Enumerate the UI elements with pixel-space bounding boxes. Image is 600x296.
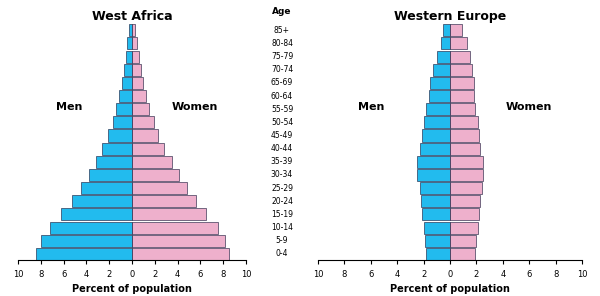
- Bar: [450, 195, 481, 207]
- Bar: [437, 51, 450, 63]
- Text: 30-34: 30-34: [271, 170, 293, 179]
- Bar: [122, 77, 132, 89]
- Bar: [128, 24, 132, 36]
- Text: 85+: 85+: [274, 26, 290, 35]
- Bar: [450, 77, 474, 89]
- Text: Men: Men: [56, 102, 82, 112]
- Bar: [132, 248, 229, 260]
- Bar: [422, 129, 450, 141]
- Text: 60-64: 60-64: [271, 91, 293, 101]
- Bar: [132, 103, 149, 115]
- Bar: [132, 129, 158, 141]
- Bar: [424, 221, 450, 234]
- Bar: [450, 248, 475, 260]
- Text: 15-19: 15-19: [271, 210, 293, 219]
- Bar: [450, 90, 474, 102]
- Bar: [450, 143, 481, 155]
- Bar: [450, 116, 478, 128]
- Bar: [119, 90, 132, 102]
- Bar: [450, 182, 482, 194]
- Bar: [132, 90, 146, 102]
- Bar: [71, 195, 132, 207]
- Title: West Africa: West Africa: [92, 9, 172, 22]
- Bar: [132, 116, 154, 128]
- Bar: [424, 116, 450, 128]
- Bar: [426, 248, 450, 260]
- Text: 55-59: 55-59: [271, 105, 293, 114]
- Text: Women: Women: [172, 102, 218, 112]
- Bar: [417, 156, 450, 168]
- Bar: [132, 77, 143, 89]
- Bar: [426, 103, 450, 115]
- Bar: [103, 143, 132, 155]
- Bar: [450, 208, 479, 221]
- Bar: [450, 235, 476, 247]
- Bar: [450, 221, 478, 234]
- Bar: [89, 169, 132, 181]
- Text: Age: Age: [272, 7, 292, 17]
- Text: 10-14: 10-14: [271, 223, 293, 232]
- Bar: [450, 64, 472, 76]
- Bar: [108, 129, 132, 141]
- Bar: [41, 235, 132, 247]
- Bar: [419, 143, 450, 155]
- Bar: [132, 143, 164, 155]
- Bar: [450, 156, 483, 168]
- Bar: [132, 195, 196, 207]
- Text: 50-54: 50-54: [271, 118, 293, 127]
- Bar: [450, 103, 475, 115]
- Bar: [430, 77, 450, 89]
- Bar: [132, 24, 136, 36]
- Bar: [127, 37, 132, 49]
- X-axis label: Percent of population: Percent of population: [72, 284, 192, 294]
- X-axis label: Percent of population: Percent of population: [390, 284, 510, 294]
- Bar: [433, 64, 450, 76]
- Bar: [132, 156, 172, 168]
- Bar: [80, 182, 132, 194]
- Bar: [450, 129, 479, 141]
- Text: 20-24: 20-24: [271, 197, 293, 206]
- Text: Women: Women: [506, 102, 553, 112]
- Text: 80-84: 80-84: [271, 39, 293, 48]
- Bar: [132, 182, 187, 194]
- Text: 70-74: 70-74: [271, 65, 293, 74]
- Text: Men: Men: [358, 102, 384, 112]
- Bar: [450, 24, 462, 36]
- Bar: [113, 116, 132, 128]
- Bar: [124, 64, 132, 76]
- Bar: [450, 51, 470, 63]
- Bar: [419, 182, 450, 194]
- Text: 40-44: 40-44: [271, 144, 293, 153]
- Bar: [429, 90, 450, 102]
- Bar: [116, 103, 132, 115]
- Bar: [422, 208, 450, 221]
- Bar: [132, 221, 218, 234]
- Text: 45-49: 45-49: [271, 131, 293, 140]
- Bar: [132, 235, 226, 247]
- Bar: [417, 169, 450, 181]
- Bar: [450, 169, 483, 181]
- Text: 65-69: 65-69: [271, 78, 293, 87]
- Bar: [61, 208, 132, 221]
- Bar: [127, 51, 132, 63]
- Bar: [132, 37, 137, 49]
- Text: 0-4: 0-4: [276, 250, 288, 258]
- Bar: [421, 195, 450, 207]
- Title: Western Europe: Western Europe: [394, 9, 506, 22]
- Bar: [95, 156, 132, 168]
- Bar: [441, 37, 450, 49]
- Bar: [132, 51, 139, 63]
- Bar: [132, 64, 141, 76]
- Bar: [425, 235, 450, 247]
- Text: 35-39: 35-39: [271, 157, 293, 166]
- Text: 25-29: 25-29: [271, 184, 293, 193]
- Bar: [443, 24, 450, 36]
- Bar: [132, 208, 206, 221]
- Bar: [132, 169, 179, 181]
- Bar: [450, 37, 467, 49]
- Bar: [36, 248, 132, 260]
- Bar: [50, 221, 132, 234]
- Text: 75-79: 75-79: [271, 52, 293, 61]
- Text: 5-9: 5-9: [276, 236, 288, 245]
